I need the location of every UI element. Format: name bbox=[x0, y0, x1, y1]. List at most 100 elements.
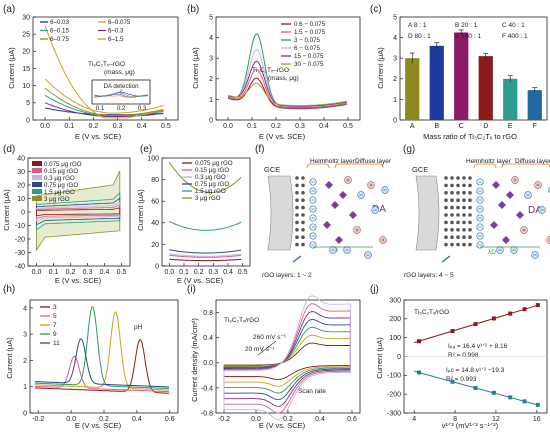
rgo-atom-g bbox=[456, 176, 460, 180]
rgo-atom-f bbox=[295, 235, 299, 239]
legend-label-e: 0.075 μg rGO bbox=[195, 160, 233, 167]
da-molecule-g bbox=[492, 181, 500, 189]
y-tick-label-e: 100 bbox=[147, 155, 159, 162]
data-point-j-0 bbox=[491, 316, 496, 321]
rgo-atom-f bbox=[295, 242, 299, 247]
inset-tick-a: 0.2 bbox=[117, 105, 126, 112]
rgo-atom-f bbox=[295, 205, 299, 210]
y-tick-label-d: 0 bbox=[21, 209, 25, 216]
caption-a-2: (mass, μg) bbox=[104, 69, 135, 76]
legend-label-d: 3 μg rGO bbox=[44, 196, 70, 203]
da-molecule-g bbox=[502, 236, 510, 244]
y-tick-label-e: 20 bbox=[151, 242, 159, 249]
legend-label-b: 6 − 0.075 bbox=[294, 45, 321, 52]
legend-swatch-d bbox=[32, 168, 42, 173]
legend-swatch-d bbox=[32, 196, 42, 201]
rgo-atom-g bbox=[468, 228, 472, 232]
cv-curve-i-0 bbox=[223, 342, 351, 381]
inset-tick-a: 0.1 bbox=[96, 105, 105, 112]
x-tick-label-a: 0.0 bbox=[40, 123, 50, 130]
rgo-atom-g bbox=[444, 205, 448, 210]
legend-label-d: 0.75 μg rGO bbox=[44, 182, 78, 189]
x-tick-label-h: 0.4 bbox=[132, 416, 142, 423]
x-tick-label-b: 0.2 bbox=[271, 123, 281, 130]
y-tick-label-b: 3 bbox=[209, 56, 213, 63]
ylabel-b: Current (μA) bbox=[191, 47, 200, 89]
legend-label-e: 3 μg rGO bbox=[195, 195, 221, 202]
rgo-atom-g bbox=[468, 235, 472, 239]
data-point-j-0 bbox=[508, 311, 513, 316]
rgo-layers-g: rGO layers: 4 ~ 5 bbox=[404, 272, 454, 279]
y-tick-label-i: 0.8 bbox=[203, 310, 213, 317]
x-tick-label-h: 0.2 bbox=[99, 416, 109, 423]
y-tick-label-d: -30 bbox=[15, 250, 25, 257]
y-tick-label-i: -0.4 bbox=[201, 385, 213, 392]
da-molecule-g bbox=[506, 191, 514, 199]
y-tick-label-j: -300 bbox=[387, 410, 401, 417]
xlabel-i: E (V vs. SCE) bbox=[259, 421, 306, 430]
legend-label-e: 0.3 μg rGO bbox=[195, 174, 226, 181]
category-label-c: B bbox=[434, 123, 439, 130]
category-label-c: A bbox=[410, 123, 415, 130]
xlabel-a: E (V vs. SCE) bbox=[75, 132, 122, 141]
diffuse-bracket-f bbox=[334, 163, 384, 169]
inset-tick-a: 0.3 bbox=[138, 105, 147, 112]
rgo-atom-f bbox=[301, 213, 305, 217]
legend-label-c: C 40 : 1 bbox=[502, 22, 525, 29]
y-tick-label-d: -40 bbox=[15, 263, 25, 270]
x-tick-label-e: 0.0 bbox=[164, 269, 174, 276]
x-tick-label-e: 0.3 bbox=[208, 269, 218, 276]
legend-label-a: 6–0.3 bbox=[108, 28, 124, 35]
legend-label-d: 0.15 μg rGO bbox=[44, 168, 78, 175]
da-molecule-g bbox=[490, 221, 498, 229]
x-tick-label-a: 0.2 bbox=[89, 123, 99, 130]
rgo-atom-g bbox=[468, 242, 472, 247]
y-tick-label-c: 2 bbox=[393, 76, 397, 83]
y-tick-label-a: 5 bbox=[26, 100, 30, 107]
rgo-atom-g bbox=[468, 198, 472, 202]
annotation-fast-scan: 260 mV s⁻¹ bbox=[253, 334, 287, 341]
y-tick-label-i: -0.8 bbox=[201, 410, 213, 417]
rgo-atom-g bbox=[456, 191, 460, 195]
da-molecule-f bbox=[323, 221, 331, 229]
series-line-b-4 bbox=[227, 60, 347, 107]
x-tick-label-i: -0.2 bbox=[218, 416, 230, 423]
legend-label-b: 30 − 0.075 bbox=[294, 61, 324, 68]
legend-label-c: E 160 : 1 bbox=[455, 33, 481, 40]
data-point-j-0 bbox=[417, 339, 422, 344]
xlabel-b: E (V vs. SCE) bbox=[259, 132, 306, 141]
inset-line-a-3 bbox=[93, 95, 149, 98]
rgo-atom-g bbox=[444, 191, 448, 195]
series-line-b-2 bbox=[227, 33, 347, 108]
cv-loop-d-4 bbox=[36, 191, 121, 231]
electrode-f bbox=[267, 175, 294, 251]
y-tick-label-c: 5 bbox=[393, 14, 397, 21]
rgo-atom-g bbox=[450, 228, 454, 232]
x-tick-label-j: 8 bbox=[453, 416, 457, 423]
legend-label-b: 0.6 − 0.075 bbox=[294, 21, 326, 28]
y-tick-label-c: 0 bbox=[393, 117, 397, 124]
legend-label-h: 11 bbox=[53, 340, 60, 347]
y-tick-label-j: -100 bbox=[387, 373, 401, 380]
caption-j: Ti₃C₂Tₓ/rGO bbox=[414, 309, 449, 316]
ylabel-c: Current (μA) bbox=[376, 47, 385, 89]
ylabel-j: Current (μA) bbox=[375, 337, 384, 379]
y-tick-label-a: 10 bbox=[22, 83, 30, 90]
series-line-b-3 bbox=[227, 48, 347, 108]
y-tick-label-b: 2 bbox=[209, 76, 213, 83]
lambda-label-g: λD bbox=[488, 249, 496, 256]
panel-label-h: (h) bbox=[3, 284, 15, 295]
series-line-h-2 bbox=[34, 311, 170, 391]
bar-F bbox=[527, 90, 542, 120]
legend-label-b: 3 − 0.075 bbox=[294, 37, 321, 44]
legend-label-e: 1.5 μg rGO bbox=[195, 188, 226, 195]
rgo-pointer-g bbox=[441, 255, 451, 263]
y-tick-label-h: 1 bbox=[23, 384, 27, 391]
y-tick-label-a: 30 bbox=[22, 14, 30, 21]
y-tick-label-j: -200 bbox=[387, 392, 401, 399]
rgo-atom-g bbox=[456, 213, 460, 217]
rgo-atom-f bbox=[301, 205, 305, 210]
legend-label-b: 15 − 0.075 bbox=[294, 53, 324, 60]
